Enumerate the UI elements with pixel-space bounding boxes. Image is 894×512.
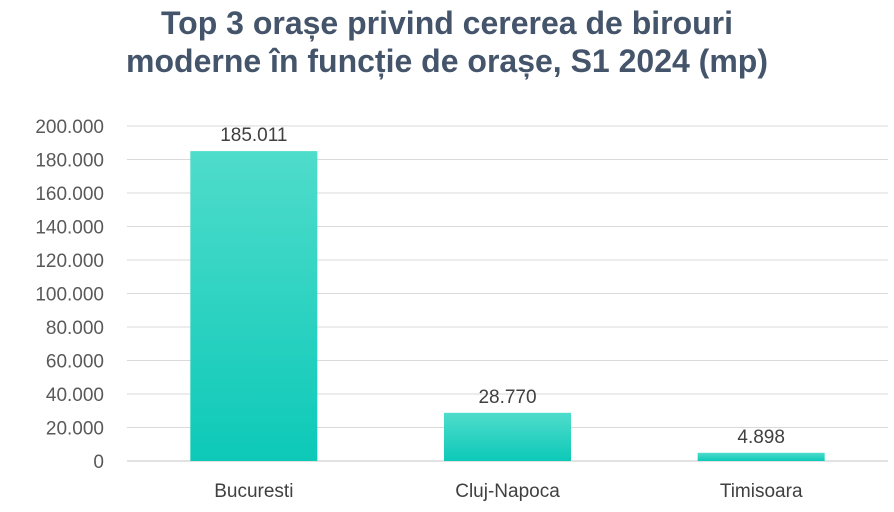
x-category-label: Bucuresti (214, 481, 293, 502)
bar-timisoara (697, 452, 825, 461)
y-tick-label: 160.000 (35, 184, 104, 205)
x-axis: Bucuresti Cluj-Napoca Timisoara (214, 481, 803, 502)
data-label: 4.898 (737, 427, 785, 448)
bar-cluj-napoca (444, 412, 571, 461)
chart-title-line-1: Top 3 orașe privind cererea de birouri (160, 5, 734, 41)
bars (190, 151, 825, 461)
y-tick-label: 60.000 (46, 352, 104, 373)
y-tick-label: 80.000 (46, 318, 104, 339)
y-tick-label: 180.000 (35, 151, 104, 172)
y-tick-label: 0 (93, 452, 104, 473)
x-category-label: Timisoara (720, 481, 803, 502)
bar-bucuresti (190, 151, 318, 461)
chart-title-line-2: moderne în funcție de orașe, S1 2024 (mp… (126, 43, 768, 80)
data-labels: 185.011 28.770 4.898 (220, 125, 785, 448)
y-tick-label: 200.000 (35, 117, 104, 138)
y-tick-label: 20.000 (46, 419, 104, 440)
chart-title: Top 3 orașe privind cererea de birouri m… (0, 4, 894, 81)
y-tick-label: 40.000 (46, 385, 104, 406)
y-tick-label: 120.000 (35, 251, 104, 272)
data-label: 28.770 (478, 387, 536, 408)
x-category-label: Cluj-Napoca (455, 481, 560, 502)
y-axis: 0 20.000 40.000 60.000 80.000 100.000 120.000 1… (35, 117, 104, 473)
y-tick-label: 140.000 (35, 218, 104, 239)
data-label: 185.011 (220, 125, 287, 146)
y-tick-label: 100.000 (35, 285, 104, 306)
